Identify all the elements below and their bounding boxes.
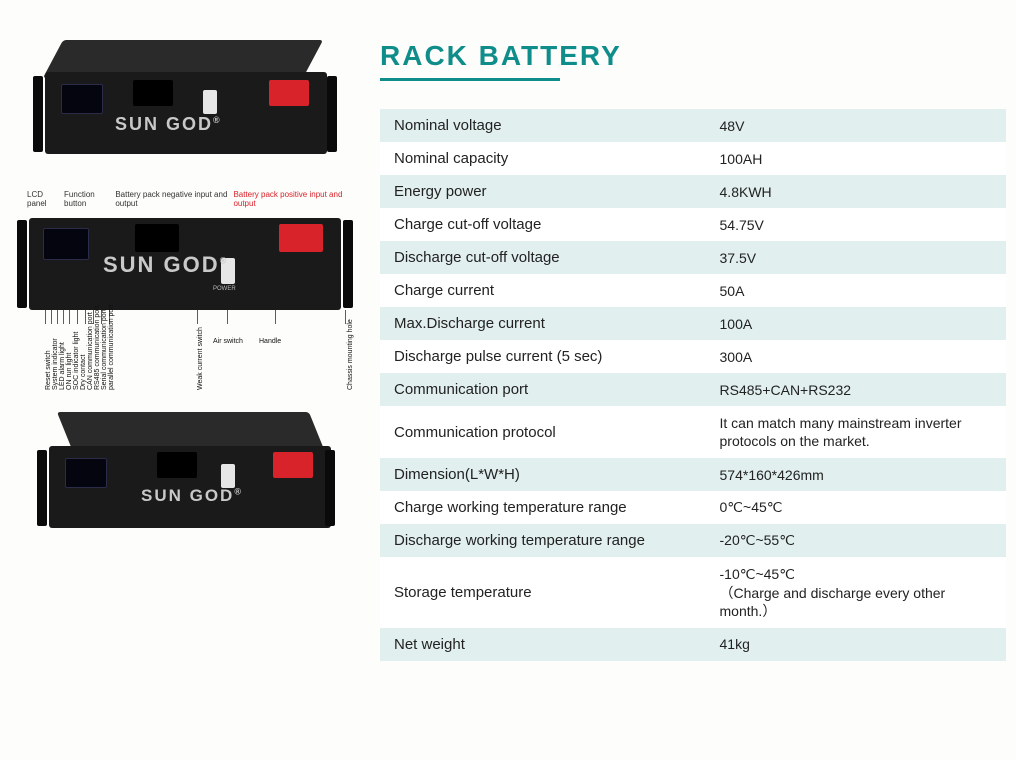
diagram-label: System indicator <box>52 338 59 390</box>
spec-value: -10℃~45℃ （Charge and discharge every oth… <box>706 557 1006 628</box>
spec-label: Discharge pulse current (5 sec) <box>380 340 706 373</box>
spec-row: Discharge cut-off voltage37.5V <box>380 241 1006 274</box>
spec-row: Dimension(L*W*H)574*160*426mm <box>380 458 1006 491</box>
diagram-label: ON run light <box>66 353 73 390</box>
spec-row: Nominal voltage48V <box>380 109 1006 142</box>
brand-logo: SUN GOD® <box>115 114 222 135</box>
diagram-label: Serial communication port <box>101 309 108 390</box>
spec-row: Communication portRS485+CAN+RS232 <box>380 373 1006 406</box>
spec-row: Energy power4.8KWH <box>380 175 1006 208</box>
spec-label: Energy power <box>380 175 706 208</box>
diagram-label: parallel communication port <box>108 304 115 390</box>
diagram-label: RS485 communication port <box>94 306 101 390</box>
brand-logo: SUN GOD® <box>103 252 228 278</box>
diagram-label: Dry contact <box>80 355 87 390</box>
spec-label: Discharge working temperature range <box>380 524 706 557</box>
diagram-label: Chassis mounting hole <box>347 319 354 390</box>
spec-label: Storage temperature <box>380 557 706 628</box>
spec-label: Max.Discharge current <box>380 307 706 340</box>
diagram-label: LCD panel <box>27 190 58 208</box>
diagram-label: Weak current switch <box>197 327 204 390</box>
spec-value: 50A <box>706 274 1006 307</box>
spec-value: RS485+CAN+RS232 <box>706 373 1006 406</box>
spec-label: Dimension(L*W*H) <box>380 458 706 491</box>
spec-row: Charge cut-off voltage54.75V <box>380 208 1006 241</box>
spec-label: Charge working temperature range <box>380 491 706 524</box>
spec-row: Discharge working temperature range-20℃~… <box>380 524 1006 557</box>
spec-value: 0℃~45℃ <box>706 491 1006 524</box>
spec-value: 100A <box>706 307 1006 340</box>
spec-value: 300A <box>706 340 1006 373</box>
brand-logo: SUN GOD® <box>141 486 243 506</box>
diagram-label: CAN communication port <box>87 312 94 390</box>
diagram-label: Air switch <box>213 338 243 345</box>
spec-label: Charge cut-off voltage <box>380 208 706 241</box>
spec-label: Nominal voltage <box>380 109 706 142</box>
spec-label: Communication protocol <box>380 406 706 458</box>
spec-table: Nominal voltage48VNominal capacity100AHE… <box>380 109 1006 661</box>
spec-label: Nominal capacity <box>380 142 706 175</box>
spec-row: Net weight41kg <box>380 628 1006 661</box>
diagram-label: Battery pack negative input and output <box>115 190 227 208</box>
product-diagram-labeled: LCD panel Function button Battery pack n… <box>15 190 355 392</box>
spec-value: 48V <box>706 109 1006 142</box>
spec-value: -20℃~55℃ <box>706 524 1006 557</box>
spec-value: 100AH <box>706 142 1006 175</box>
product-image-angled-2: SUN GOD® <box>25 412 345 542</box>
spec-value: 54.75V <box>706 208 1006 241</box>
spec-value: It can match many mainstream inverter pr… <box>706 406 1006 458</box>
spec-row: Charge current50A <box>380 274 1006 307</box>
spec-label: Charge current <box>380 274 706 307</box>
product-image-angled-1: SUN GOD® <box>25 40 345 170</box>
diagram-label: Reset switch <box>45 350 52 390</box>
spec-row: Charge working temperature range0℃~45℃ <box>380 491 1006 524</box>
spec-row: Nominal capacity100AH <box>380 142 1006 175</box>
spec-row: Discharge pulse current (5 sec)300A <box>380 340 1006 373</box>
spec-row: Communication protocolIt can match many … <box>380 406 1006 458</box>
diagram-label: SOC indicator light <box>73 332 80 390</box>
diagram-label: Function button <box>64 190 109 208</box>
diagram-label: LED alarm light <box>59 342 66 390</box>
spec-label: Communication port <box>380 373 706 406</box>
title-underline <box>380 78 560 81</box>
spec-row: Max.Discharge current100A <box>380 307 1006 340</box>
spec-value: 41kg <box>706 628 1006 661</box>
spec-label: Net weight <box>380 628 706 661</box>
diagram-label: Battery pack positive input and output <box>233 190 343 208</box>
spec-row: Storage temperature-10℃~45℃ （Charge and … <box>380 557 1006 628</box>
spec-value: 4.8KWH <box>706 175 1006 208</box>
spec-value: 37.5V <box>706 241 1006 274</box>
spec-label: Discharge cut-off voltage <box>380 241 706 274</box>
spec-value: 574*160*426mm <box>706 458 1006 491</box>
diagram-label: Handle <box>259 338 281 345</box>
page-title: RACK BATTERY <box>380 40 1006 72</box>
